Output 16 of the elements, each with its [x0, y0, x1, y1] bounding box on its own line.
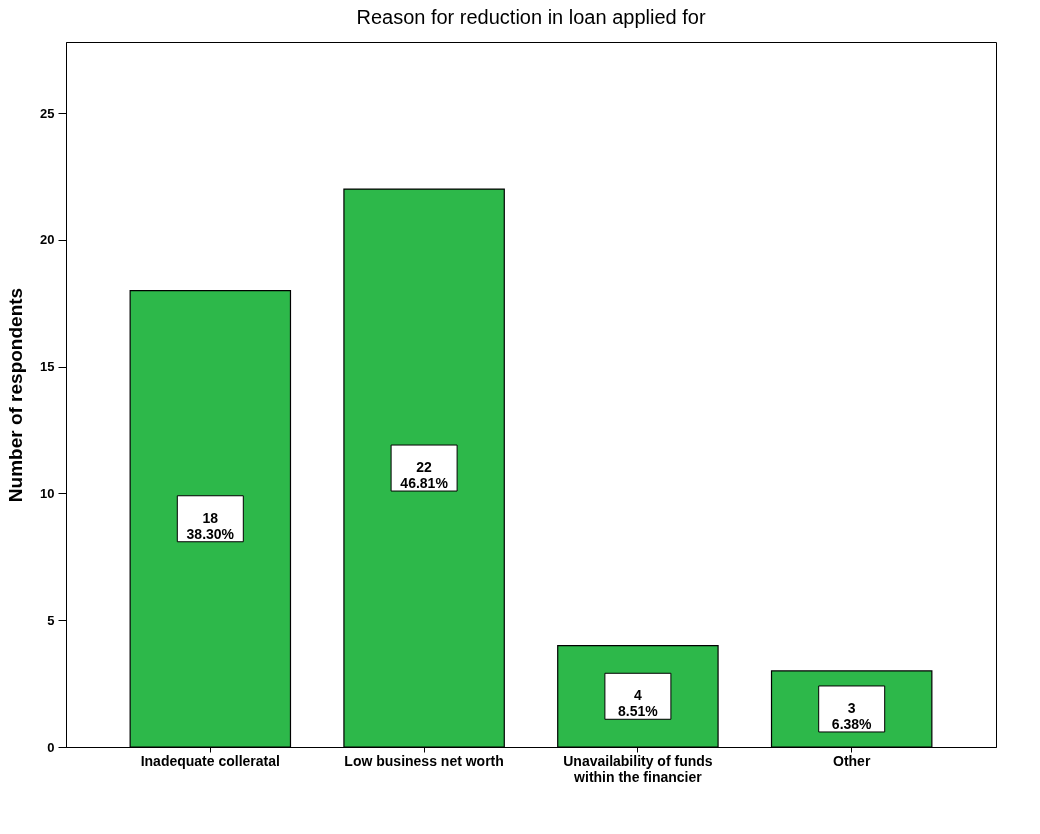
y-tick-label: 25 [40, 105, 55, 121]
data-label: 4 8.51% [618, 687, 659, 720]
data-label: 3 6.38% [831, 699, 873, 732]
x-tick-label: Inadequate colleratal [140, 752, 280, 769]
y-tick-label: 0 [47, 739, 55, 755]
x-tick-label: Other [833, 752, 871, 769]
x-tick-label: Unavailability of funds within the financier [563, 752, 713, 785]
x-tick-label: Low business net worth [344, 752, 504, 769]
y-tick-label: 20 [40, 232, 55, 248]
chart-title: Reason for reduction in loan applied for [356, 6, 706, 28]
data-label: 22 46.81% [400, 459, 449, 492]
y-tick-label: 15 [40, 359, 55, 375]
y-tick-label: 10 [40, 485, 55, 501]
data-label: 18 38.30% [186, 509, 235, 542]
y-axis-title: Number of respondents [5, 287, 27, 503]
y-tick-label: 5 [47, 612, 55, 628]
